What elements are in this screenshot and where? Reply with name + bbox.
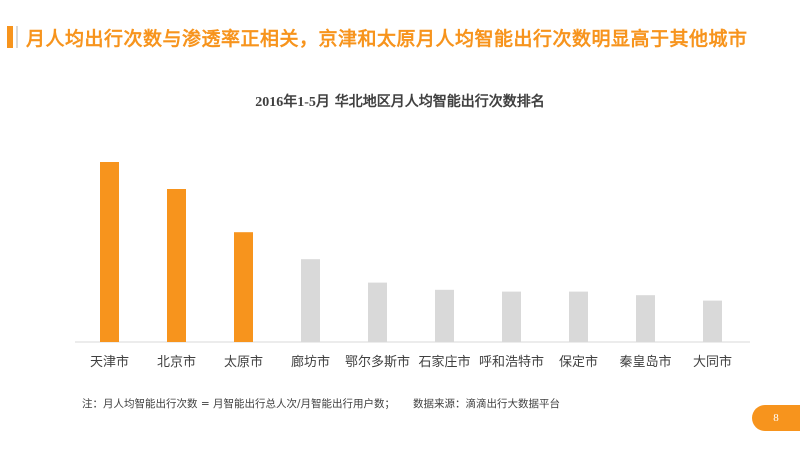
chart-title-text: 华北地区月人均智能出行次数排名 [334,94,545,110]
x-tick-label-7: 保定市 [559,354,598,370]
bar-4 [368,282,387,342]
chart-title-year: 2016年1-5月 [255,95,330,110]
footnote-formula: 注：月人均智能出行次数 = 月智能出行总人次/月智能出行用户数； [82,398,396,410]
bar-0 [100,162,119,342]
x-tick-label-6: 呼和浩特市 [479,354,544,370]
x-tick-label-4: 鄂尔多斯市 [345,354,410,370]
bar-3 [301,259,320,342]
x-tick-label-2: 太原市 [224,354,263,370]
bar-1 [167,189,186,342]
header-accent-bar [7,26,13,48]
page-headline: 月人均出行次数与渗透率正相关，京津和太原月人均智能出行次数明显高于其他城市 [26,28,748,50]
x-tick-label-9: 大同市 [693,354,732,370]
x-tick-label-1: 北京市 [157,354,196,370]
bar-6 [502,291,521,342]
page-number-badge: 8 [752,405,800,431]
x-tick-label-3: 廊坊市 [291,354,330,370]
x-tick-label-8: 秦皇岛市 [619,354,671,370]
bar-chart: 天津市 北京市 太原市 廊坊市 鄂尔多斯市 石家庄市 呼和浩特市 保定市 秦皇岛市 大同市 [75,162,750,370]
bar-2 [234,232,253,342]
bar-8 [636,295,655,342]
footnote: 注：月人均智能出行次数 = 月智能出行总人次/月智能出行用户数； 数据来源：滴滴出… [82,396,560,411]
x-tick-label-0: 天津市 [90,354,129,370]
chart-title: 2016年1-5月 华北地区月人均智能出行次数排名 [0,91,800,111]
header-divider [16,26,18,48]
bar-7 [569,291,588,342]
x-tick-label-5: 石家庄市 [418,354,470,370]
footnote-source: 数据来源：滴滴出行大数据平台 [413,398,561,410]
bar-5 [435,289,454,342]
bar-9 [703,300,722,342]
